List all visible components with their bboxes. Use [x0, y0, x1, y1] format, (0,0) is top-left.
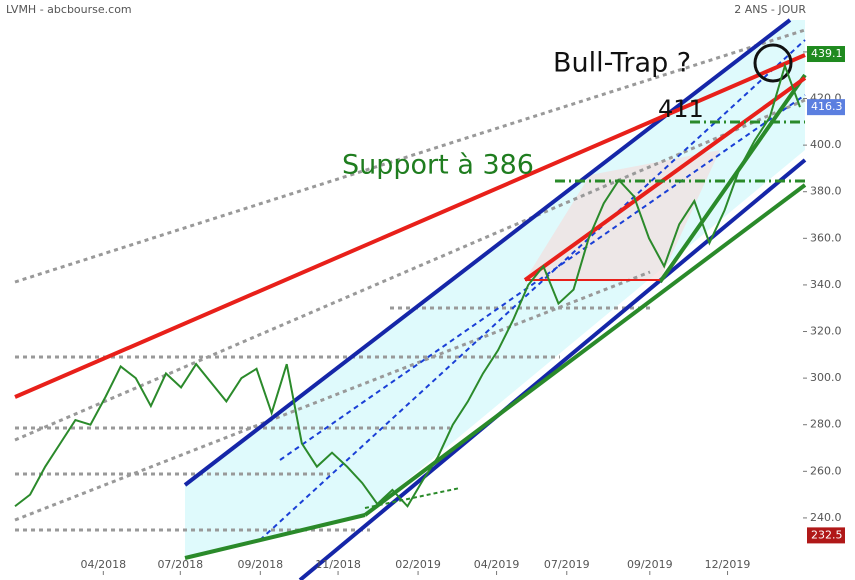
x-tick-label: 07/2019: [544, 558, 590, 571]
price-marker: [807, 527, 845, 544]
x-tick-label: 02/2019: [395, 558, 441, 571]
chart-title: LVMH - abcbourse.com: [6, 3, 132, 16]
price-marker-label: 439.1: [811, 47, 843, 60]
price-marker-label: 232.5: [811, 528, 843, 541]
support-line: [363, 183, 807, 517]
price-marker-label: 416.3: [811, 100, 843, 113]
trend-gray: [14, 28, 806, 284]
y-tick-label: 280.0: [810, 418, 842, 431]
y-tick-label: 400.0: [810, 138, 842, 151]
channel-mid: [279, 94, 806, 461]
price-line: [14, 62, 801, 508]
annotation: Bull-Trap ?: [553, 48, 691, 79]
x-tick-label: 09/2019: [627, 558, 673, 571]
channel-bottom: [298, 158, 807, 580]
support-line: [184, 513, 366, 560]
x-tick-label: 11/2018: [315, 558, 361, 571]
resistance-line: [14, 53, 806, 399]
bull-trap-circle: [753, 43, 793, 83]
y-tick-label: 380.0: [810, 185, 842, 198]
trend-gray: [14, 270, 651, 522]
y-tick-label: 260.0: [810, 464, 842, 477]
x-tick-label: 12/2019: [705, 558, 751, 571]
price-marker: [807, 99, 845, 116]
x-tick-label: 07/2018: [157, 558, 203, 571]
y-tick-label: 300.0: [810, 371, 842, 384]
y-tick-label: 240.0: [810, 511, 842, 524]
x-tick-label: 04/2018: [80, 558, 126, 571]
support-dotted: [364, 487, 461, 509]
y-tick-label: 360.0: [810, 231, 842, 244]
resistance-line: [523, 76, 807, 282]
annotation: Support à 386: [342, 150, 534, 181]
x-tick-label: 09/2018: [237, 558, 283, 571]
support-steep: [658, 73, 807, 284]
channel-top: [183, 18, 792, 487]
price-marker: [807, 46, 845, 63]
y-tick-label: 320.0: [810, 325, 842, 338]
chart-subtitle: 2 ANS - JOUR: [734, 3, 806, 16]
channel-fill: [185, 20, 805, 558]
y-tick-label: 340.0: [810, 278, 842, 291]
x-tick-label: 04/2019: [474, 558, 520, 571]
annotation: 411: [658, 95, 704, 123]
